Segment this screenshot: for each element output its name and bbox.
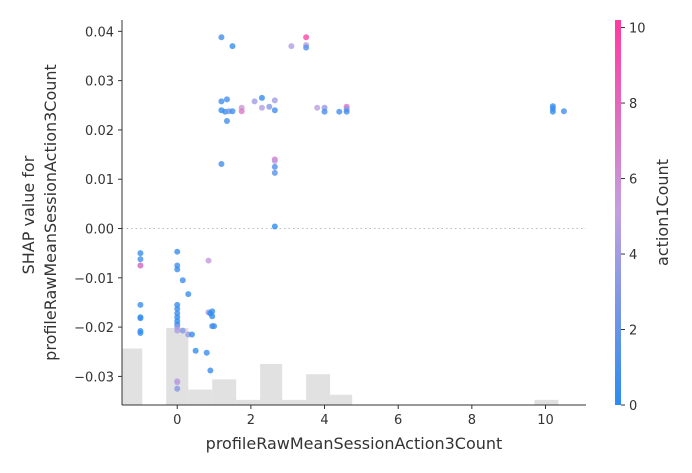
scatter-point — [203, 349, 210, 356]
scatter-point — [209, 308, 216, 315]
scatter-point — [229, 108, 236, 115]
colorbar-gradient — [615, 20, 621, 405]
scatter-points — [137, 34, 567, 392]
colorbar-ticks: 0 2 4 6 8 10 — [621, 22, 646, 414]
colorbar-tick-label: 8 — [629, 97, 637, 112]
x-axis-label: profileRawMeanSessionAction3Count — [206, 434, 503, 453]
scatter-point — [258, 104, 265, 111]
colorbar-tick-label: 6 — [629, 173, 637, 188]
scatter-point — [271, 107, 278, 114]
scatter-point — [288, 43, 295, 50]
scatter-point — [137, 301, 144, 308]
colorbar-tick-label: 10 — [629, 22, 646, 37]
y-tick-label: −0.02 — [74, 321, 114, 336]
x-tick-label: 2 — [247, 413, 255, 428]
histogram-bar — [330, 394, 353, 405]
scatter-point — [229, 43, 236, 50]
scatter-point — [218, 98, 225, 105]
scatter-point — [314, 104, 321, 111]
y-tick-label: 0.00 — [85, 223, 114, 238]
scatter-point — [205, 257, 212, 264]
x-axis-ticks: 0 2 4 6 8 10 — [173, 405, 554, 428]
scatter-point — [223, 96, 230, 103]
y-tick-label: 0.03 — [85, 75, 114, 90]
scatter-point — [303, 44, 310, 51]
histogram-bar — [236, 399, 261, 405]
scatter-point — [174, 248, 181, 255]
scatter-point — [137, 256, 144, 263]
scatter-point — [174, 327, 181, 334]
scatter-point — [174, 305, 181, 312]
colorbar-tick-label: 2 — [629, 324, 637, 339]
y-tick-label: −0.03 — [74, 370, 114, 385]
y-axis-ticks: −0.03 −0.02 −0.01 0.00 0.01 0.02 0.03 0.04 — [74, 25, 122, 385]
y-tick-label: 0.04 — [85, 25, 114, 40]
scatter-point — [251, 98, 258, 105]
scatter-point — [137, 330, 144, 337]
histogram-bar — [534, 399, 559, 405]
scatter-point — [223, 118, 230, 125]
x-tick-label: 0 — [173, 413, 181, 428]
x-tick-label: 8 — [468, 413, 476, 428]
x-tick-label: 6 — [394, 413, 402, 428]
scatter-point — [321, 108, 328, 115]
scatter-point — [266, 103, 273, 110]
histogram-bar — [306, 374, 331, 405]
scatter-point — [188, 331, 195, 338]
colorbar-label: action1Count — [653, 159, 672, 266]
scatter-point — [179, 327, 186, 334]
histogram-bar — [212, 379, 237, 405]
histogram-bar — [282, 399, 307, 405]
scatter-point — [238, 108, 245, 115]
scatter-point — [179, 277, 186, 284]
scatter-point — [209, 313, 216, 320]
scatter-point — [174, 266, 181, 273]
histogram-bar — [260, 363, 283, 405]
y-axis-label-line-2: profileRawMeanSessionAction3Count — [41, 64, 60, 361]
scatter-point — [343, 108, 350, 115]
scatter-point — [185, 291, 192, 298]
colorbar-tick-label: 0 — [629, 399, 637, 414]
scatter-point — [560, 108, 567, 115]
colorbar-tick-label: 4 — [629, 248, 637, 263]
y-axis-label-line-1: SHAP value for — [19, 155, 38, 274]
scatter-point — [271, 97, 278, 104]
scatter-point — [137, 250, 144, 257]
scatter-point — [271, 163, 278, 170]
scatter-point — [258, 94, 265, 101]
y-tick-label: −0.01 — [74, 272, 114, 287]
scatter-point — [271, 169, 278, 176]
scatter-point — [271, 223, 278, 230]
histogram-bar — [188, 389, 213, 405]
scatter-point — [192, 347, 199, 354]
feature-histogram — [122, 328, 559, 405]
scatter-point — [218, 34, 225, 41]
plot-axes: 0 2 4 6 8 10 −0.03 −0.02 −0.01 0.00 0.01 0.02 0.03 0… — [74, 20, 586, 428]
scatter-point — [336, 108, 343, 115]
scatter-point — [137, 262, 144, 269]
scatter-point — [174, 385, 181, 392]
scatter-point — [271, 157, 278, 164]
x-tick-label: 10 — [537, 413, 554, 428]
scatter-point — [303, 34, 310, 41]
scatter-point — [218, 160, 225, 167]
y-axis-label: SHAP value for profileRawMeanSessionActi… — [19, 64, 60, 361]
scatter-point — [137, 315, 144, 322]
scatter-point — [549, 108, 556, 115]
scatter-point — [207, 367, 214, 374]
scatter-point — [174, 379, 181, 386]
x-tick-label: 4 — [320, 413, 328, 428]
histogram-bar — [122, 348, 143, 405]
colorbar: 0 2 4 6 8 10 action1Count — [615, 20, 672, 414]
y-tick-label: 0.01 — [85, 173, 114, 188]
scatter-point — [211, 323, 218, 330]
y-tick-label: 0.02 — [85, 124, 114, 139]
histogram-bar — [166, 328, 189, 405]
